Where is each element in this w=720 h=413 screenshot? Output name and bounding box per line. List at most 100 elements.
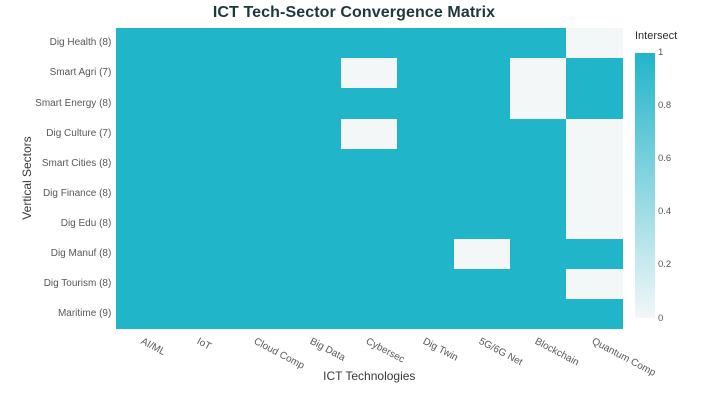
y-tick-label: Dig Edu (8) — [60, 217, 112, 229]
heatmap-cell — [115, 58, 173, 89]
heatmap-cell — [566, 148, 623, 179]
x-tick-label: Cybersec — [364, 336, 407, 366]
heatmap-cell — [284, 299, 342, 330]
heatmap-cell — [172, 148, 229, 179]
heatmap-cell — [566, 208, 623, 240]
heatmap-cell — [284, 239, 342, 270]
heatmap-cell — [115, 118, 173, 149]
heatmap-cell — [341, 208, 398, 240]
heatmap-cell — [397, 269, 454, 300]
heatmap-cell — [453, 239, 511, 270]
heatmap-cell — [228, 88, 285, 119]
heatmap-cell — [172, 299, 229, 330]
heatmap-cell — [228, 58, 285, 89]
heatmap-cell — [397, 178, 454, 209]
heatmap-cell — [510, 58, 567, 89]
heatmap-cell — [453, 148, 511, 179]
heatmap-cell — [453, 178, 511, 209]
heatmap-cell — [510, 178, 567, 209]
heatmap-cell — [453, 118, 511, 149]
heatmap-cell — [341, 269, 398, 300]
heatmap-cell — [453, 58, 511, 89]
heatmap-cell — [397, 88, 454, 119]
heatmap-cell — [453, 299, 511, 330]
heatmap-cell — [172, 88, 229, 119]
heatmap-cell — [566, 178, 623, 209]
colorbar-title: Intersect — [635, 29, 678, 42]
heatmap-cell — [453, 269, 511, 300]
heatmap-cell — [172, 239, 229, 270]
y-tick-label: Smart Energy (8) — [35, 97, 112, 109]
heatmap-cell — [284, 269, 342, 300]
heatmap-cell — [115, 239, 173, 270]
y-axis-title: Vertical Sectors — [20, 136, 34, 220]
heatmap-cell — [115, 88, 173, 119]
y-tick-label: Dig Health (8) — [49, 37, 112, 49]
heatmap-cell — [397, 299, 454, 330]
heatmap-cell — [510, 239, 567, 270]
heatmap-cell — [172, 269, 229, 300]
heatmap-cell — [341, 118, 398, 149]
heatmap-cell — [341, 148, 398, 179]
heatmap-cell — [172, 58, 229, 89]
colorbar-tick-label: 0.8 — [658, 100, 672, 112]
heatmap-cell — [284, 118, 342, 149]
colorbar-tick-label: 0.4 — [658, 206, 672, 218]
x-tick-label: Big Data — [307, 336, 347, 365]
heatmap-cell — [453, 208, 511, 240]
heatmap-cell — [566, 239, 623, 270]
heatmap-cell — [115, 178, 173, 209]
heatmap-cell — [228, 28, 285, 59]
heatmap-cell — [566, 58, 623, 89]
heatmap-cell — [510, 88, 567, 119]
heatmap-cell — [115, 299, 173, 330]
y-tick-label: Smart Cities (8) — [41, 157, 112, 169]
heatmap-cell — [284, 28, 342, 59]
heatmap-cell — [453, 28, 511, 59]
heatmap-cell — [397, 58, 454, 89]
heatmap-cell — [453, 88, 511, 119]
heatmap-cell — [284, 88, 342, 119]
colorbar-tick-label: 0 — [658, 312, 664, 324]
heatmap-cell — [341, 239, 398, 270]
colorbar-tick-label: 0.2 — [658, 259, 672, 271]
heatmap-cell — [228, 148, 285, 179]
colorbar — [635, 52, 655, 318]
heatmap-cell — [115, 148, 173, 179]
heatmap-cell — [172, 28, 229, 59]
x-tick-label: 5G/6G Net — [476, 336, 525, 369]
heatmap-cell — [284, 58, 342, 89]
heatmap-cell — [397, 208, 454, 240]
heatmap-cell — [228, 178, 285, 209]
heatmap-cell — [172, 178, 229, 209]
heatmap-cell — [510, 269, 567, 300]
y-tick-label: Dig Finance (8) — [42, 187, 112, 199]
heatmap-cell — [228, 208, 285, 240]
heatmap-cell — [341, 299, 398, 330]
heatmap-cell — [341, 88, 398, 119]
heatmap-cell — [566, 28, 623, 59]
heatmap-cell — [228, 269, 285, 300]
y-tick-label: Dig Tourism (8) — [43, 278, 112, 290]
heatmap-cell — [228, 299, 285, 330]
x-tick-label: Blockchain — [533, 336, 581, 369]
heatmap-cell — [341, 28, 398, 59]
heatmap-cell — [228, 239, 285, 270]
heatmap-cell — [228, 118, 285, 149]
heatmap-cell — [341, 178, 398, 209]
heatmap-cell — [284, 148, 342, 179]
x-tick-label: Dig Twin — [420, 336, 460, 365]
x-tick-label: AI/ML — [138, 336, 168, 359]
heatmap-cell — [510, 208, 567, 240]
heatmap-cell — [115, 208, 173, 240]
heatmap-cell — [172, 208, 229, 240]
heatmap-cell — [341, 58, 398, 89]
heatmap-cell — [115, 269, 173, 300]
colorbar-tick-label: 1 — [658, 47, 664, 58]
heatmap-cell — [397, 28, 454, 59]
heatmap-cell — [510, 148, 567, 179]
heatmap-cell — [510, 28, 567, 59]
heatmap-cell — [566, 118, 623, 149]
heatmap-cell — [284, 208, 342, 240]
